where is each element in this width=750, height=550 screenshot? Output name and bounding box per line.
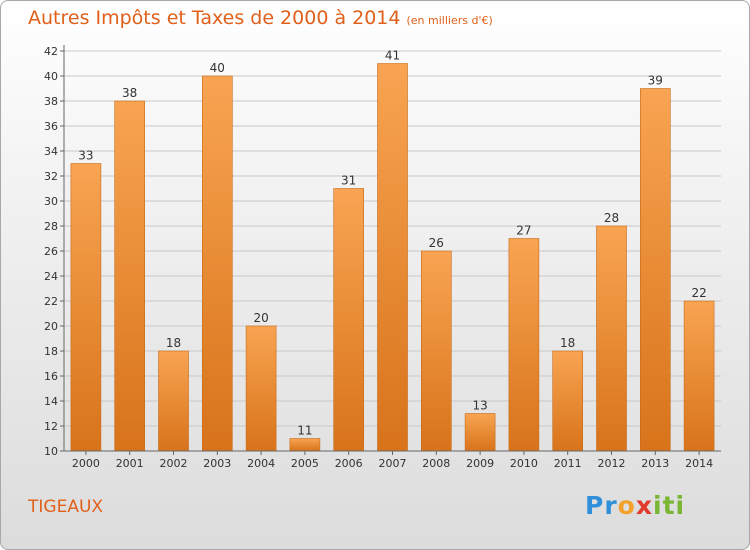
y-tick-label: 36 [44, 120, 58, 133]
y-tick-label: 24 [44, 270, 58, 283]
x-tick-label: 2010 [510, 457, 538, 470]
bar-2014 [683, 300, 715, 452]
value-label: 18 [560, 336, 575, 350]
logo-letter: i [653, 491, 663, 520]
value-label: 11 [297, 424, 312, 438]
value-label: 13 [472, 399, 487, 413]
bar-2012 [596, 225, 627, 452]
bar-2002 [158, 350, 189, 452]
value-label: 31 [341, 174, 356, 188]
y-tick-label: 16 [44, 370, 58, 383]
value-label: 26 [429, 236, 444, 250]
logo-letter: P [585, 491, 605, 520]
y-tick-label: 42 [44, 45, 58, 58]
logo-letter: r [604, 491, 618, 520]
x-tick-label: 2000 [72, 457, 100, 470]
y-tick-label: 18 [44, 345, 58, 358]
value-label: 18 [166, 336, 181, 350]
bar-2010 [508, 238, 540, 452]
bar-2005 [289, 438, 321, 452]
value-label: 20 [253, 311, 268, 325]
bar-2003 [202, 75, 233, 452]
value-label: 28 [604, 211, 619, 225]
y-tick-label: 10 [44, 445, 58, 458]
value-label: 40 [210, 61, 225, 75]
bar-2004 [245, 325, 277, 452]
logo-letter: x [635, 491, 653, 520]
x-tick-label: 2009 [466, 457, 494, 470]
value-label: 27 [516, 224, 531, 238]
x-tick-label: 2002 [160, 457, 188, 470]
y-tick-label: 28 [44, 220, 58, 233]
bar-2007 [377, 63, 408, 452]
x-tick-label: 2013 [641, 457, 669, 470]
bars: 33 38 18 40 20 11 31 41 26 13 27 18 28 39 22 [70, 49, 715, 452]
y-tick-label: 12 [44, 420, 58, 433]
x-tick-label: 2014 [685, 457, 713, 470]
bar-2006 [333, 188, 365, 452]
x-tick-label: 2003 [203, 457, 231, 470]
bar-2011 [552, 350, 584, 452]
location-label: TIGEAUX [28, 497, 104, 517]
bar-2008 [420, 250, 452, 452]
logo-letter: t [662, 491, 676, 520]
value-label: 33 [78, 149, 93, 163]
y-tick-label: 22 [44, 295, 58, 308]
bar-2000 [70, 163, 102, 452]
value-label: 41 [385, 49, 400, 63]
y-tick-label: 32 [44, 170, 58, 183]
x-tick-label: 2006 [335, 457, 363, 470]
value-label: 22 [691, 286, 706, 300]
x-tick-label: 2001 [116, 457, 144, 470]
y-tick-label: 26 [44, 245, 58, 258]
chart-title: Autres Impôts et Taxes de 2000 à 2014 (en… [28, 7, 493, 29]
y-tick-label: 14 [44, 395, 58, 408]
x-tick-label: 2011 [554, 457, 582, 470]
y-tick-label: 38 [44, 95, 58, 108]
x-tick-label: 2005 [291, 457, 319, 470]
y-tick-label: 30 [44, 195, 58, 208]
logo-letter: i [675, 491, 686, 520]
chart-title-text: Autres Impôts et Taxes de 2000 à 2014 [28, 7, 401, 29]
value-label: 39 [648, 74, 663, 88]
x-tick-label: 2008 [422, 457, 450, 470]
logo-letter: o [617, 491, 636, 520]
x-tick-label: 2004 [247, 457, 275, 470]
proxiti-logo: Proxiti [585, 491, 685, 520]
bar-2013 [639, 88, 671, 452]
x-tick-label: 2007 [379, 457, 407, 470]
value-label: 38 [122, 86, 137, 100]
y-tick-label: 20 [44, 320, 58, 333]
bar-2001 [114, 100, 145, 452]
y-tick-label: 34 [44, 145, 58, 158]
y-tick-label: 40 [44, 70, 58, 83]
chart-subtitle: (en milliers d'€) [406, 14, 493, 27]
x-tick-label: 2012 [598, 457, 626, 470]
bar-2009 [464, 413, 496, 452]
axes: 10 12 14 16 18 20 22 24 26 28 30 32 34 36 38 40 42 2000 20… [44, 45, 721, 470]
